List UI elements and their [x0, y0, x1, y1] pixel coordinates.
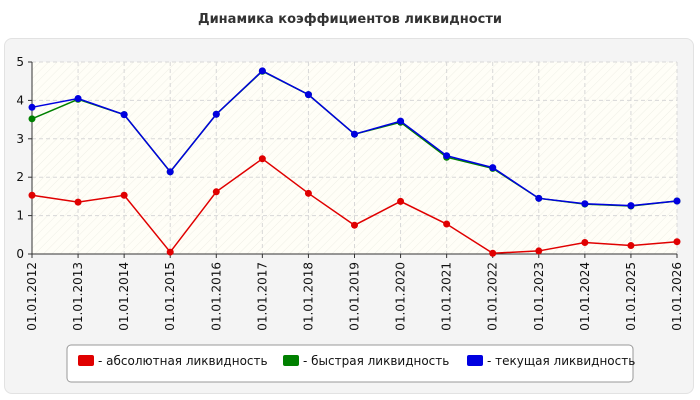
data-point	[673, 238, 681, 246]
y-tick-label: 1	[16, 209, 24, 223]
data-point	[28, 103, 36, 111]
data-point	[304, 91, 312, 99]
x-tick-label: 01.01.2015	[163, 262, 177, 331]
data-point	[74, 198, 82, 206]
data-point	[212, 110, 220, 118]
x-tick-label: 01.01.2016	[209, 262, 223, 331]
y-tick-label: 2	[16, 170, 24, 184]
data-point	[166, 168, 174, 176]
data-point	[28, 191, 36, 199]
series-lines	[28, 67, 681, 257]
x-tick-label: 01.01.2017	[255, 262, 269, 331]
x-tick-label: 01.01.2022	[486, 262, 500, 331]
data-point	[535, 247, 543, 255]
data-point	[489, 249, 497, 257]
legend-label: - быстрая ликвидность	[303, 354, 449, 368]
data-point	[397, 117, 405, 125]
x-tick-label: 01.01.2013	[71, 262, 85, 331]
data-point	[120, 111, 128, 119]
data-point	[74, 94, 82, 102]
y-tick-label: 4	[16, 93, 24, 107]
data-point	[304, 189, 312, 197]
data-point	[258, 67, 266, 75]
x-tick-label: 01.01.2014	[117, 262, 131, 331]
y-tick-label: 0	[16, 247, 24, 261]
x-tick-label: 01.01.2019	[348, 262, 362, 331]
y-tick-label: 5	[16, 55, 24, 69]
chart-title: Динамика коэффициентов ликвидности	[198, 12, 502, 27]
data-point	[351, 130, 358, 138]
data-point	[443, 220, 451, 228]
x-tick-labels: 01.01.2012 01.01.2013 01.01.2014 01.01.2015…	[25, 262, 684, 331]
legend: - абсолютная ликвидность - быстрая ликвид…	[66, 344, 635, 383]
data-point	[258, 155, 266, 163]
series-1	[28, 155, 681, 257]
legend-label: - текущая ликвидность	[487, 354, 635, 368]
data-point	[581, 200, 589, 208]
x-tick-label: 01.01.2012	[25, 262, 39, 331]
series-3	[28, 67, 681, 210]
x-tick-label: 01.01.2026	[670, 262, 684, 331]
x-tick-label: 01.01.2020	[394, 262, 408, 331]
y-tick-labels: 0 1 2 3 4 5	[16, 55, 24, 261]
legend-swatch	[78, 355, 94, 366]
legend-box	[66, 344, 634, 383]
x-tick-label: 01.01.2021	[440, 262, 454, 331]
y-tick-label: 3	[16, 132, 24, 146]
data-point	[351, 221, 358, 229]
data-point	[120, 191, 128, 199]
data-point	[627, 242, 635, 250]
legend-swatch	[467, 355, 483, 366]
x-tick-label: 01.01.2024	[578, 262, 592, 331]
x-tick-label: 01.01.2018	[301, 262, 315, 331]
data-point	[397, 197, 405, 205]
grid-lines	[32, 61, 678, 254]
data-point	[581, 238, 589, 246]
legend-swatch	[283, 355, 299, 366]
legend-label: - абсолютная ликвидность	[98, 354, 268, 368]
x-tick-label: 01.01.2023	[532, 262, 546, 331]
data-point	[28, 115, 36, 123]
axes	[28, 61, 678, 258]
data-point	[535, 194, 543, 202]
data-point	[627, 202, 635, 210]
data-point	[166, 248, 174, 256]
data-point	[673, 197, 681, 205]
data-point	[489, 164, 497, 172]
data-point	[443, 152, 451, 160]
x-tick-label: 01.01.2025	[624, 262, 638, 331]
data-point	[212, 188, 220, 196]
